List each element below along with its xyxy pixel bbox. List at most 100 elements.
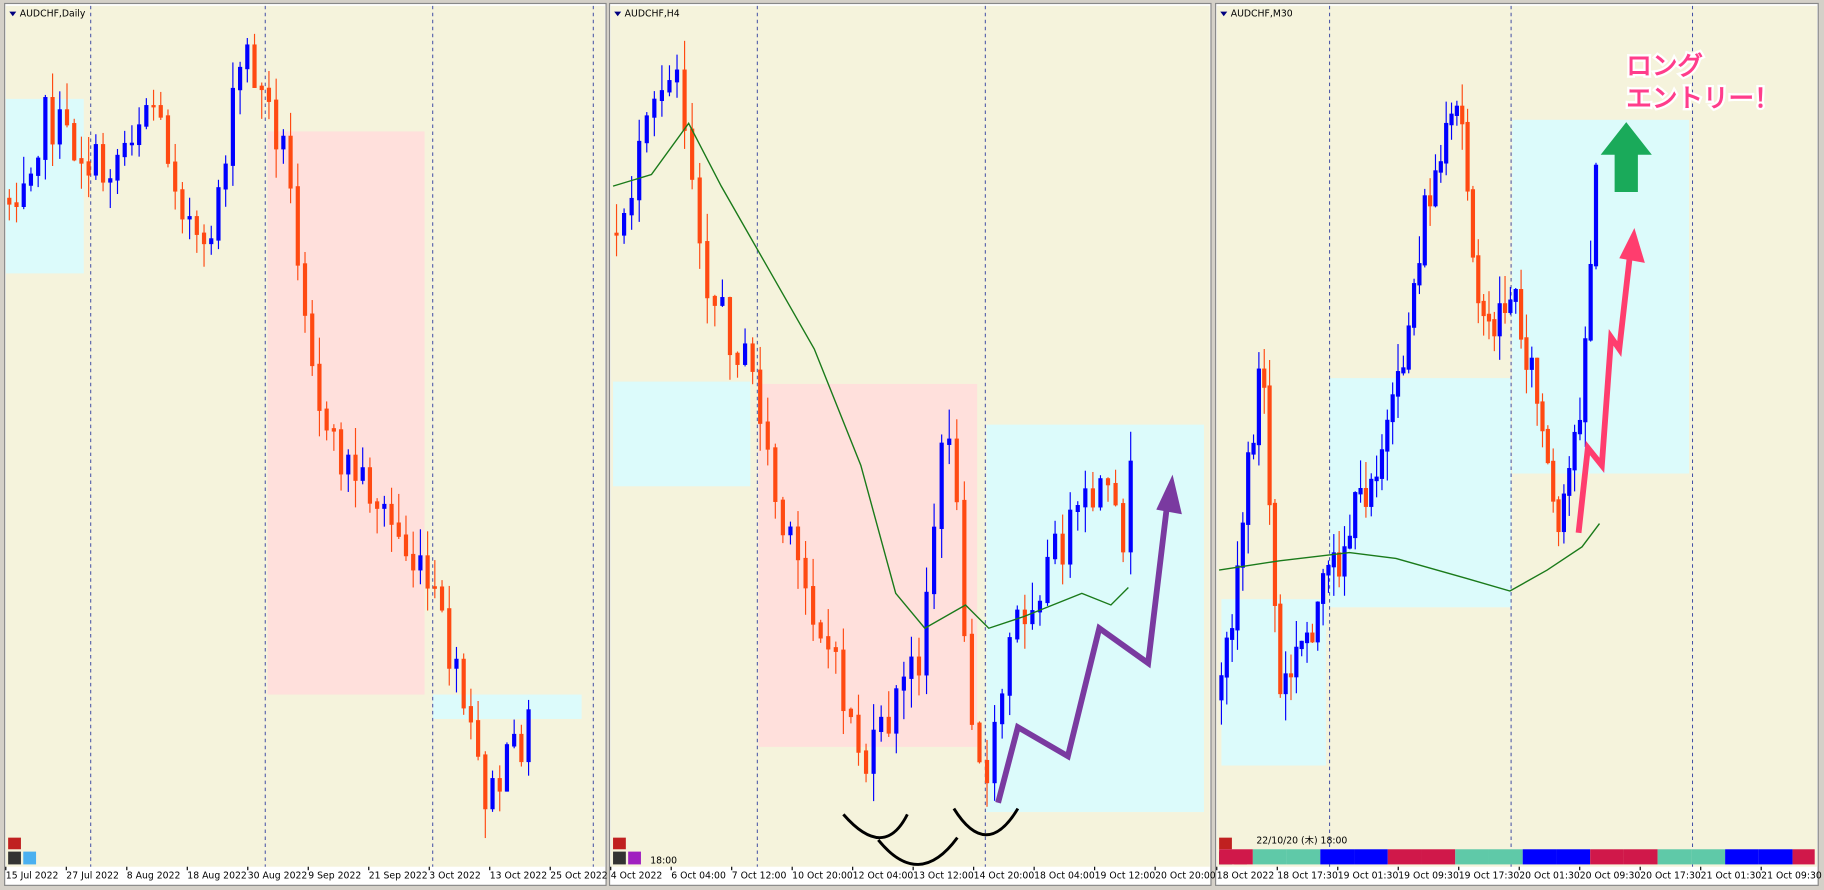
candle-body — [1502, 303, 1508, 313]
x-axis-label: 19 Oct 17:30 — [1459, 871, 1520, 882]
candle-body — [1321, 573, 1326, 604]
candle-body — [992, 721, 997, 784]
session-block — [1590, 849, 1624, 865]
candle-body — [144, 105, 149, 127]
x-axis-label: 8 Aug 2022 — [127, 871, 181, 882]
candle-body — [1347, 535, 1352, 549]
candle-body — [1060, 533, 1065, 565]
session-block — [1792, 849, 1815, 865]
candle-body — [1283, 673, 1288, 695]
candle-body — [765, 421, 770, 450]
moving-average — [1219, 523, 1601, 592]
candle-body — [727, 297, 733, 356]
candle-body — [158, 105, 163, 118]
candle-body — [1007, 637, 1012, 696]
candle-body — [122, 142, 127, 158]
candle-body — [461, 658, 466, 709]
candle-body — [1310, 632, 1315, 643]
candle-body — [1385, 419, 1390, 452]
candle-body — [1105, 478, 1111, 486]
x-axis-label: 20 Oct 17:30 — [1640, 871, 1701, 882]
title-marker — [1220, 11, 1228, 17]
x-axis-label: 4 Oct 2022 — [611, 871, 663, 882]
session-block — [1421, 849, 1456, 865]
candle-body — [742, 343, 748, 365]
candle-body — [1438, 161, 1443, 173]
candle-body — [1363, 487, 1369, 507]
candle-body — [209, 238, 214, 245]
session-block — [1320, 849, 1355, 865]
candle-body — [382, 503, 387, 509]
x-axis-label: 20 Oct 09:30 — [1580, 871, 1641, 882]
candle-body — [1567, 468, 1572, 496]
candle-body — [324, 408, 329, 431]
candle-body — [1524, 337, 1529, 370]
x-axis-label: 10 Oct 20:00 — [792, 871, 853, 882]
candle-body — [1369, 478, 1374, 507]
session-block — [1219, 849, 1253, 865]
candle-body — [947, 438, 952, 445]
candle-body — [490, 778, 495, 810]
candle-body — [705, 241, 710, 299]
candle-body — [690, 128, 695, 180]
purple-arrow — [995, 497, 1171, 804]
candle-body — [894, 688, 899, 734]
candle-body — [194, 216, 199, 235]
candle-body — [879, 716, 884, 733]
candle-body — [780, 499, 785, 536]
candle-body — [720, 297, 725, 306]
candle-body — [1476, 255, 1481, 304]
candle-body — [1428, 195, 1433, 207]
time-label: 18:00 — [650, 855, 677, 866]
candle-body — [1535, 357, 1540, 404]
candle-body — [1497, 303, 1502, 337]
candle-body — [1240, 522, 1245, 568]
pink-arrowhead — [1619, 228, 1645, 263]
candle-body — [1251, 442, 1256, 455]
charts: AUDCHF,Daily 15 Jul 2022 27 Jul 2022 8 Aug … — [4, 2, 1822, 886]
candle-body — [614, 232, 619, 236]
candle-body — [1406, 325, 1411, 370]
candle-body — [674, 69, 680, 83]
session-block — [1455, 849, 1489, 865]
candle-body — [14, 202, 19, 207]
candle-body — [1294, 646, 1299, 678]
session-block — [1657, 849, 1692, 865]
x-axis-label: 6 Oct 04:00 — [671, 871, 726, 882]
candle-body — [295, 186, 300, 266]
candle-body — [1449, 113, 1454, 126]
candle-body — [1395, 371, 1401, 397]
candle-body — [57, 109, 62, 145]
chart-panel: AUDCHF,Daily 15 Jul 2022 27 Jul 2022 8 Aug … — [4, 2, 608, 886]
zone — [758, 383, 978, 747]
annotation-text: ロング — [1626, 51, 1703, 81]
candle-body — [72, 123, 77, 161]
session-block — [1623, 849, 1658, 865]
candle-body — [848, 708, 854, 718]
candle-body — [36, 157, 41, 176]
candle-body — [353, 454, 358, 481]
pink-arrow — [1575, 246, 1634, 534]
candle-body — [1561, 493, 1566, 533]
candle-body — [1444, 122, 1449, 164]
candle-body — [64, 109, 70, 126]
candle-body — [735, 352, 740, 365]
candle-body — [28, 173, 34, 186]
candle-body — [266, 87, 272, 102]
candle-body — [826, 636, 831, 650]
candle-body — [1256, 368, 1261, 446]
candle-body — [833, 647, 838, 652]
x-axis-label: 15 Jul 2022 — [6, 871, 59, 882]
candle-body — [977, 722, 982, 763]
candle-body — [1486, 313, 1492, 322]
candle-body — [1230, 628, 1235, 640]
candle-body — [1556, 499, 1561, 533]
x-axis-label: 14 Oct 20:00 — [974, 871, 1035, 882]
candle-body — [526, 709, 531, 763]
candle-body — [1075, 505, 1080, 512]
x-axis-label: 25 Oct 2022 — [550, 871, 607, 882]
candle-body — [403, 534, 409, 557]
candle-body — [1508, 299, 1513, 313]
